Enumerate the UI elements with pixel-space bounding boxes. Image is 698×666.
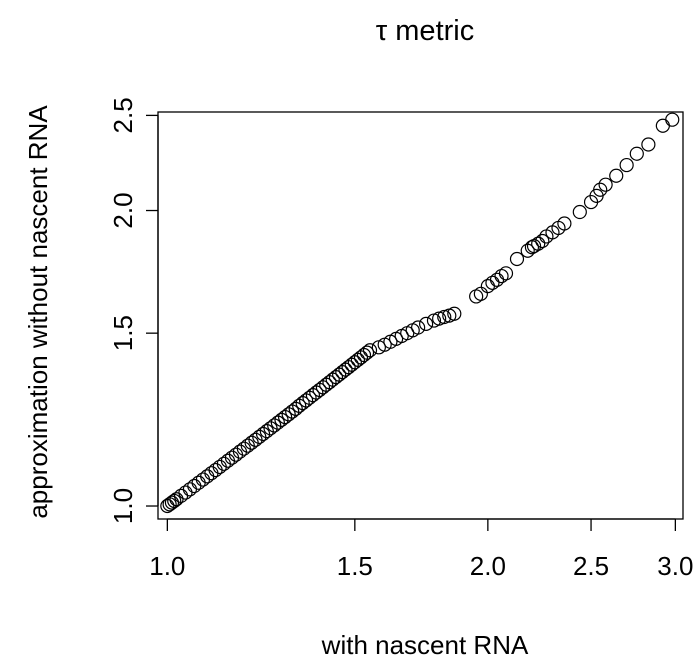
data-point bbox=[270, 415, 285, 430]
data-point bbox=[255, 426, 271, 442]
x-tick-label: 3.0 bbox=[657, 551, 693, 581]
data-point bbox=[359, 345, 375, 360]
data-point bbox=[665, 112, 680, 127]
data-point bbox=[494, 268, 509, 284]
data-point bbox=[259, 424, 274, 439]
data-point bbox=[263, 421, 278, 436]
data-point bbox=[619, 157, 634, 173]
data-point bbox=[437, 309, 452, 325]
data-point bbox=[164, 495, 180, 510]
data-point bbox=[509, 251, 525, 267]
x-axis: 1.0 1.5 2.0 2.5 3.0 bbox=[149, 518, 693, 581]
data-point bbox=[178, 485, 193, 500]
y-axis: 1.0 1.5 2.0 2.5 bbox=[108, 97, 159, 524]
chart-title: τ metric bbox=[376, 15, 474, 47]
x-axis-label: with nascent RNA bbox=[321, 630, 529, 660]
x-tick-label: 1.5 bbox=[337, 551, 373, 581]
data-point bbox=[191, 475, 206, 490]
data-point bbox=[557, 216, 572, 231]
data-point bbox=[187, 478, 202, 494]
data-point bbox=[200, 469, 215, 484]
data-point bbox=[252, 429, 267, 445]
data-point bbox=[498, 266, 514, 281]
data-point bbox=[274, 412, 289, 427]
data-point bbox=[473, 286, 488, 301]
data-point bbox=[489, 272, 505, 287]
data-point bbox=[572, 204, 587, 220]
x-tick-label: 2.5 bbox=[573, 551, 609, 581]
data-point bbox=[208, 462, 223, 478]
data-point bbox=[411, 320, 426, 335]
data-point bbox=[204, 466, 219, 481]
x-tick-label: 2.0 bbox=[470, 551, 506, 581]
data-point bbox=[485, 275, 500, 290]
y-tick-label: 1.0 bbox=[108, 488, 138, 524]
data-point bbox=[447, 306, 462, 321]
data-point bbox=[169, 492, 184, 507]
data-point bbox=[480, 279, 495, 294]
data-point bbox=[641, 137, 656, 152]
data-point bbox=[195, 472, 211, 487]
data-point bbox=[281, 407, 296, 422]
data-point bbox=[535, 233, 550, 249]
y-tick-label: 1.5 bbox=[108, 315, 138, 351]
data-point bbox=[593, 182, 608, 197]
data-point bbox=[531, 236, 546, 251]
y-axis-label: approximation without nascent RNA bbox=[23, 105, 53, 519]
data-point bbox=[362, 343, 378, 358]
data-point bbox=[267, 418, 282, 433]
x-tick-label: 1.0 bbox=[149, 551, 185, 581]
data-point bbox=[212, 459, 227, 475]
data-point bbox=[629, 146, 644, 161]
data-points bbox=[160, 112, 680, 514]
data-point bbox=[248, 432, 263, 447]
data-point bbox=[419, 316, 434, 331]
data-point bbox=[655, 118, 670, 133]
y-tick-label: 2.0 bbox=[108, 192, 138, 228]
data-point bbox=[609, 168, 624, 183]
data-point bbox=[469, 289, 484, 304]
data-point bbox=[182, 482, 198, 497]
y-tick-label: 2.5 bbox=[108, 97, 138, 133]
data-point bbox=[277, 409, 293, 425]
data-point bbox=[598, 177, 613, 192]
